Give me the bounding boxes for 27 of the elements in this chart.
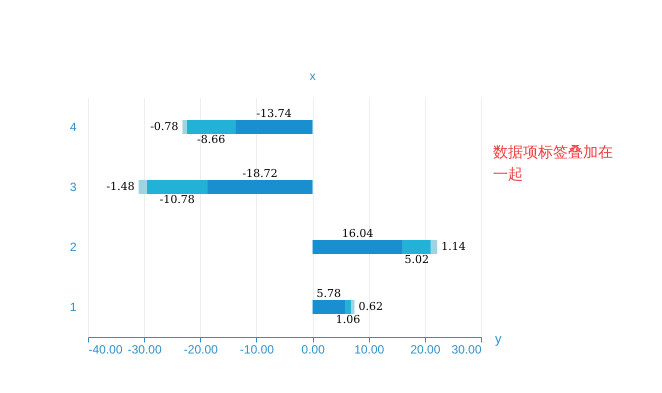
x-tick-label: 30.00 bbox=[451, 342, 482, 356]
x-tick-label: -10.00 bbox=[240, 342, 274, 356]
data-label: -13.74 bbox=[256, 107, 292, 120]
x-tick-label: -40.00 bbox=[88, 342, 123, 356]
y-axis-title: x bbox=[310, 69, 316, 83]
data-label: 5.78 bbox=[316, 287, 342, 300]
text: 数据项标签叠加在一起 bbox=[493, 143, 613, 183]
x-tick-label: 20.00 bbox=[410, 342, 441, 356]
data-label: -18.72 bbox=[242, 167, 278, 180]
data-label: -1.48 bbox=[106, 180, 135, 193]
data-label: -8.66 bbox=[197, 133, 226, 146]
y-tick-label: 3 bbox=[70, 180, 77, 194]
x-tick-label: -20.00 bbox=[184, 342, 218, 356]
x-tick-label: -30.00 bbox=[128, 342, 162, 356]
data-label: -10.78 bbox=[160, 193, 195, 206]
data-label: -0.78 bbox=[150, 120, 178, 133]
data-label: 0.62 bbox=[358, 300, 383, 313]
x-axis-title: y bbox=[495, 331, 502, 346]
y-tick-label: 2 bbox=[70, 240, 77, 254]
x-tick-label: 10.00 bbox=[354, 342, 385, 356]
data-label: 5.02 bbox=[404, 253, 429, 266]
y-tick-label: 1 bbox=[70, 300, 77, 314]
y-tick-label: 4 bbox=[70, 120, 77, 134]
x-tick-label: 0.00 bbox=[301, 342, 326, 356]
data-label: 1.14 bbox=[441, 240, 466, 253]
data-label: 16.04 bbox=[342, 227, 374, 240]
data-label: 1.06 bbox=[336, 313, 360, 326]
